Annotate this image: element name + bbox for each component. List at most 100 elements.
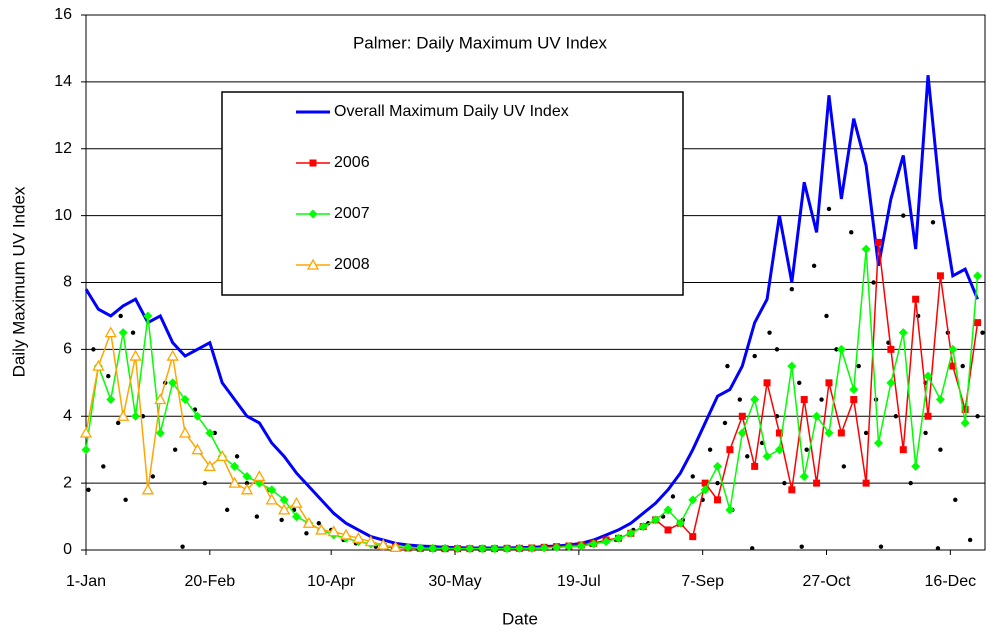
marker [415, 543, 425, 553]
x-tick-label: 19-Jul [557, 573, 601, 590]
y-tick-label: 10 [54, 207, 72, 224]
marker [862, 479, 870, 487]
legend-label: 2006 [334, 154, 370, 171]
marker [973, 271, 983, 281]
marker [871, 280, 876, 285]
x-tick-label: 10-Apr [307, 573, 356, 590]
marker [166, 349, 179, 361]
marker [912, 295, 920, 303]
marker [804, 447, 809, 452]
marker [234, 454, 240, 459]
marker [230, 461, 240, 471]
marker [737, 428, 747, 438]
marker [874, 438, 884, 448]
marker [308, 209, 318, 219]
marker [477, 544, 487, 554]
marker [539, 543, 549, 553]
marker [224, 507, 230, 513]
marker [752, 353, 757, 359]
marker [527, 543, 537, 553]
marker [564, 542, 574, 552]
marker [155, 428, 165, 438]
marker [205, 428, 215, 438]
marker [664, 526, 672, 534]
marker [675, 518, 685, 528]
marker [782, 480, 787, 486]
marker [150, 474, 156, 479]
chart-title: Palmer: Daily Maximum UV Index [353, 33, 608, 52]
marker [191, 443, 204, 455]
marker [799, 544, 804, 549]
marker [938, 447, 943, 452]
marker [279, 495, 289, 505]
marker [898, 328, 908, 338]
marker [775, 429, 783, 437]
marker [725, 363, 730, 369]
marker [849, 385, 859, 394]
marker [837, 429, 845, 437]
marker [168, 378, 178, 388]
marker [850, 396, 858, 404]
marker [714, 496, 722, 504]
marker [514, 543, 524, 553]
marker [576, 541, 586, 551]
marker [115, 420, 121, 426]
marker [701, 479, 709, 487]
legend: Overall Maximum Daily UV Index 2006 2007 20… [296, 103, 569, 273]
marker [825, 379, 833, 387]
marker [800, 396, 808, 404]
marker [901, 213, 906, 218]
marker [240, 483, 254, 495]
marker [589, 539, 599, 549]
marker [309, 159, 317, 167]
marker [923, 430, 928, 436]
marker [302, 516, 315, 528]
marker [92, 359, 105, 371]
marker [613, 533, 623, 543]
marker [813, 479, 821, 487]
marker [244, 480, 250, 486]
y-tick-label: 6 [63, 341, 72, 358]
marker [101, 464, 106, 469]
marker [267, 485, 277, 495]
marker [663, 505, 673, 515]
marker [725, 505, 735, 515]
legend-label: Overall Maximum Daily UV Index [334, 103, 569, 120]
marker [960, 363, 965, 369]
marker [689, 533, 697, 541]
marker [975, 414, 980, 419]
marker [651, 515, 661, 525]
marker [715, 480, 720, 486]
marker [935, 395, 945, 405]
marker [924, 412, 932, 420]
marker [812, 411, 822, 421]
marker [707, 447, 713, 452]
marker [306, 258, 320, 270]
marker [863, 430, 869, 436]
y-tick-label: 8 [63, 274, 72, 291]
y-tick-label: 2 [63, 474, 72, 491]
marker [180, 395, 190, 405]
marker [212, 430, 217, 436]
y-axis-label: Daily Maximum UV Index [9, 186, 28, 377]
y-tick-label: 16 [54, 6, 72, 23]
marker [178, 426, 192, 438]
marker [91, 347, 96, 352]
marker [841, 464, 847, 469]
marker [737, 397, 743, 402]
marker [774, 347, 780, 352]
marker [143, 311, 153, 321]
marker [980, 330, 985, 335]
marker [304, 531, 309, 536]
marker [953, 497, 958, 503]
marker [352, 531, 365, 543]
legend-label: 2007 [334, 205, 370, 222]
marker [253, 470, 266, 482]
marker [788, 486, 796, 494]
marker [856, 363, 861, 369]
marker [763, 379, 771, 387]
marker [104, 326, 117, 338]
marker [960, 418, 970, 428]
marker [961, 406, 969, 414]
marker [490, 544, 500, 554]
